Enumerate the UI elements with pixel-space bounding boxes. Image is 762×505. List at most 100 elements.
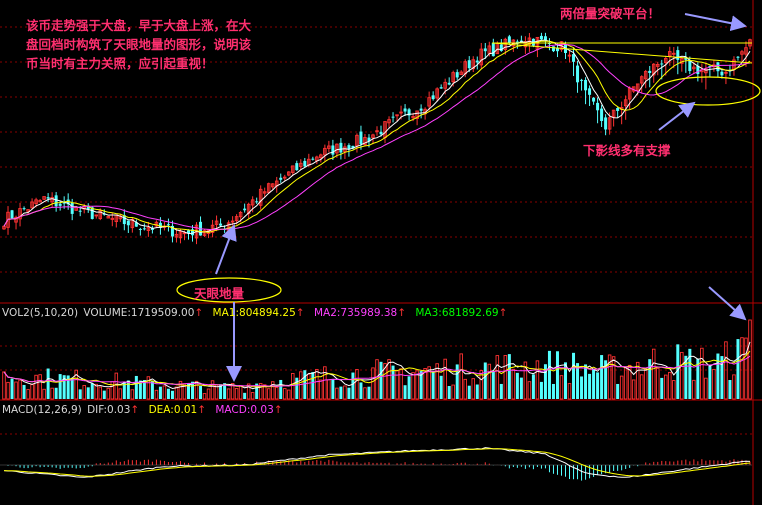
macd-dea-line	[3, 448, 751, 477]
volume-ma3: MA3:681892.69	[415, 307, 499, 319]
price-candle-body	[42, 196, 46, 200]
volume-bar	[499, 383, 503, 399]
price-candle-body	[122, 215, 126, 225]
price-candle-body	[182, 232, 187, 235]
lower-shadow-annotation: 下影线多有支撑	[583, 143, 671, 158]
price-candle-body	[680, 58, 684, 64]
volume-bar	[588, 373, 592, 399]
price-candle-body	[146, 227, 151, 231]
price-candle-body	[138, 228, 142, 230]
price-candle-body	[262, 191, 267, 194]
price-candle-body	[684, 57, 688, 60]
price-candle-body	[351, 145, 355, 149]
price-candle-body	[651, 63, 656, 76]
volume-bar	[363, 387, 367, 400]
volume-bar	[688, 348, 692, 399]
price-candle-body	[664, 57, 668, 64]
volume-bar	[38, 374, 42, 400]
volume-bar	[732, 374, 736, 400]
volume-bar	[627, 364, 632, 400]
volume-bar	[359, 382, 363, 399]
volume-bar	[266, 388, 271, 400]
volume-bar	[351, 372, 355, 399]
price-candle-body	[347, 145, 351, 149]
volume-bar	[511, 368, 516, 400]
price-candle-body	[740, 51, 744, 55]
volume-bar	[126, 380, 130, 399]
price-candle-body	[443, 81, 447, 89]
volume-bar	[98, 386, 103, 400]
price-candle-body	[507, 36, 511, 44]
up-arrow-icon: ↑	[498, 307, 508, 319]
volume-indicator-label: VOL2(5,10,20)	[2, 307, 79, 319]
volume-bar	[255, 383, 259, 399]
volume-bar	[134, 375, 138, 399]
volume-bar	[643, 367, 648, 400]
volume-bar	[10, 378, 14, 399]
price-candle-body	[672, 52, 676, 55]
price-candle-body	[266, 183, 271, 193]
volume-bar	[664, 374, 668, 400]
price-candle-body	[202, 230, 207, 236]
price-candle-body	[234, 216, 239, 222]
price-candle-body	[62, 202, 66, 204]
volume-bar	[26, 389, 30, 400]
price-candle-body	[616, 108, 620, 111]
volume-bar	[616, 383, 620, 399]
macd-header: MACD(12,26,9) DIF:0.03↑ DEA:0.01↑ MACD:0…	[2, 404, 283, 416]
volume-bar	[118, 388, 123, 400]
volume-bar	[387, 359, 391, 400]
volume-bar	[70, 377, 74, 399]
volume-bar	[22, 384, 26, 399]
volume-bar	[431, 370, 435, 399]
price-candle-body	[186, 230, 190, 234]
volume-bar	[451, 384, 455, 400]
volume-bar	[158, 386, 162, 399]
arrow-to-tianyan-price	[215, 224, 237, 275]
volume-ma1: MA1:804894.25	[212, 307, 296, 319]
volume-bar	[234, 388, 239, 400]
price-candle-body	[295, 163, 299, 171]
volume-bar	[576, 363, 580, 399]
price-candle-body	[50, 197, 54, 203]
price-candle-body	[447, 82, 451, 85]
volume-bar	[475, 384, 479, 399]
volume-bar	[631, 379, 636, 400]
price-candle-body	[6, 211, 10, 228]
price-candle-body	[219, 223, 223, 226]
volume-bar	[250, 392, 255, 400]
price-candle-body	[34, 199, 38, 205]
volume-bar	[238, 385, 243, 400]
volume-bar	[712, 368, 716, 400]
volume-bar	[407, 376, 411, 399]
volume-bar	[18, 379, 22, 400]
main-annotation-line: 该币走势强于大盘，早于大盘上涨，在大	[26, 18, 252, 33]
volume-bar	[555, 351, 559, 399]
volume-bar	[114, 372, 119, 400]
volume-bar	[355, 369, 359, 400]
price-candle-body	[467, 60, 471, 69]
volume-bar	[90, 383, 94, 399]
price-candle-body	[592, 97, 596, 102]
price-candle-body	[283, 176, 287, 179]
volume-bar	[744, 337, 748, 400]
up-arrow-icon: ↑	[197, 404, 207, 416]
price-candle-body	[491, 42, 495, 57]
volume-bar	[62, 375, 66, 399]
volume-bar	[708, 365, 712, 399]
volume-bar	[335, 387, 339, 400]
volume-bar	[199, 385, 203, 399]
volume-bar	[399, 368, 403, 400]
price-candle-body	[387, 119, 391, 124]
price-candle-body	[431, 95, 435, 100]
volume-bar	[736, 339, 740, 399]
price-candle-body	[90, 207, 94, 219]
arrow-to-volume-spike	[708, 286, 747, 321]
price-candle-body	[178, 230, 183, 239]
price-candle-body	[395, 114, 399, 117]
volume-bar	[327, 379, 331, 400]
volume-bar	[728, 380, 732, 399]
price-candle-body	[660, 63, 664, 65]
volume-bar	[415, 370, 419, 400]
price-candle-body	[98, 210, 103, 220]
